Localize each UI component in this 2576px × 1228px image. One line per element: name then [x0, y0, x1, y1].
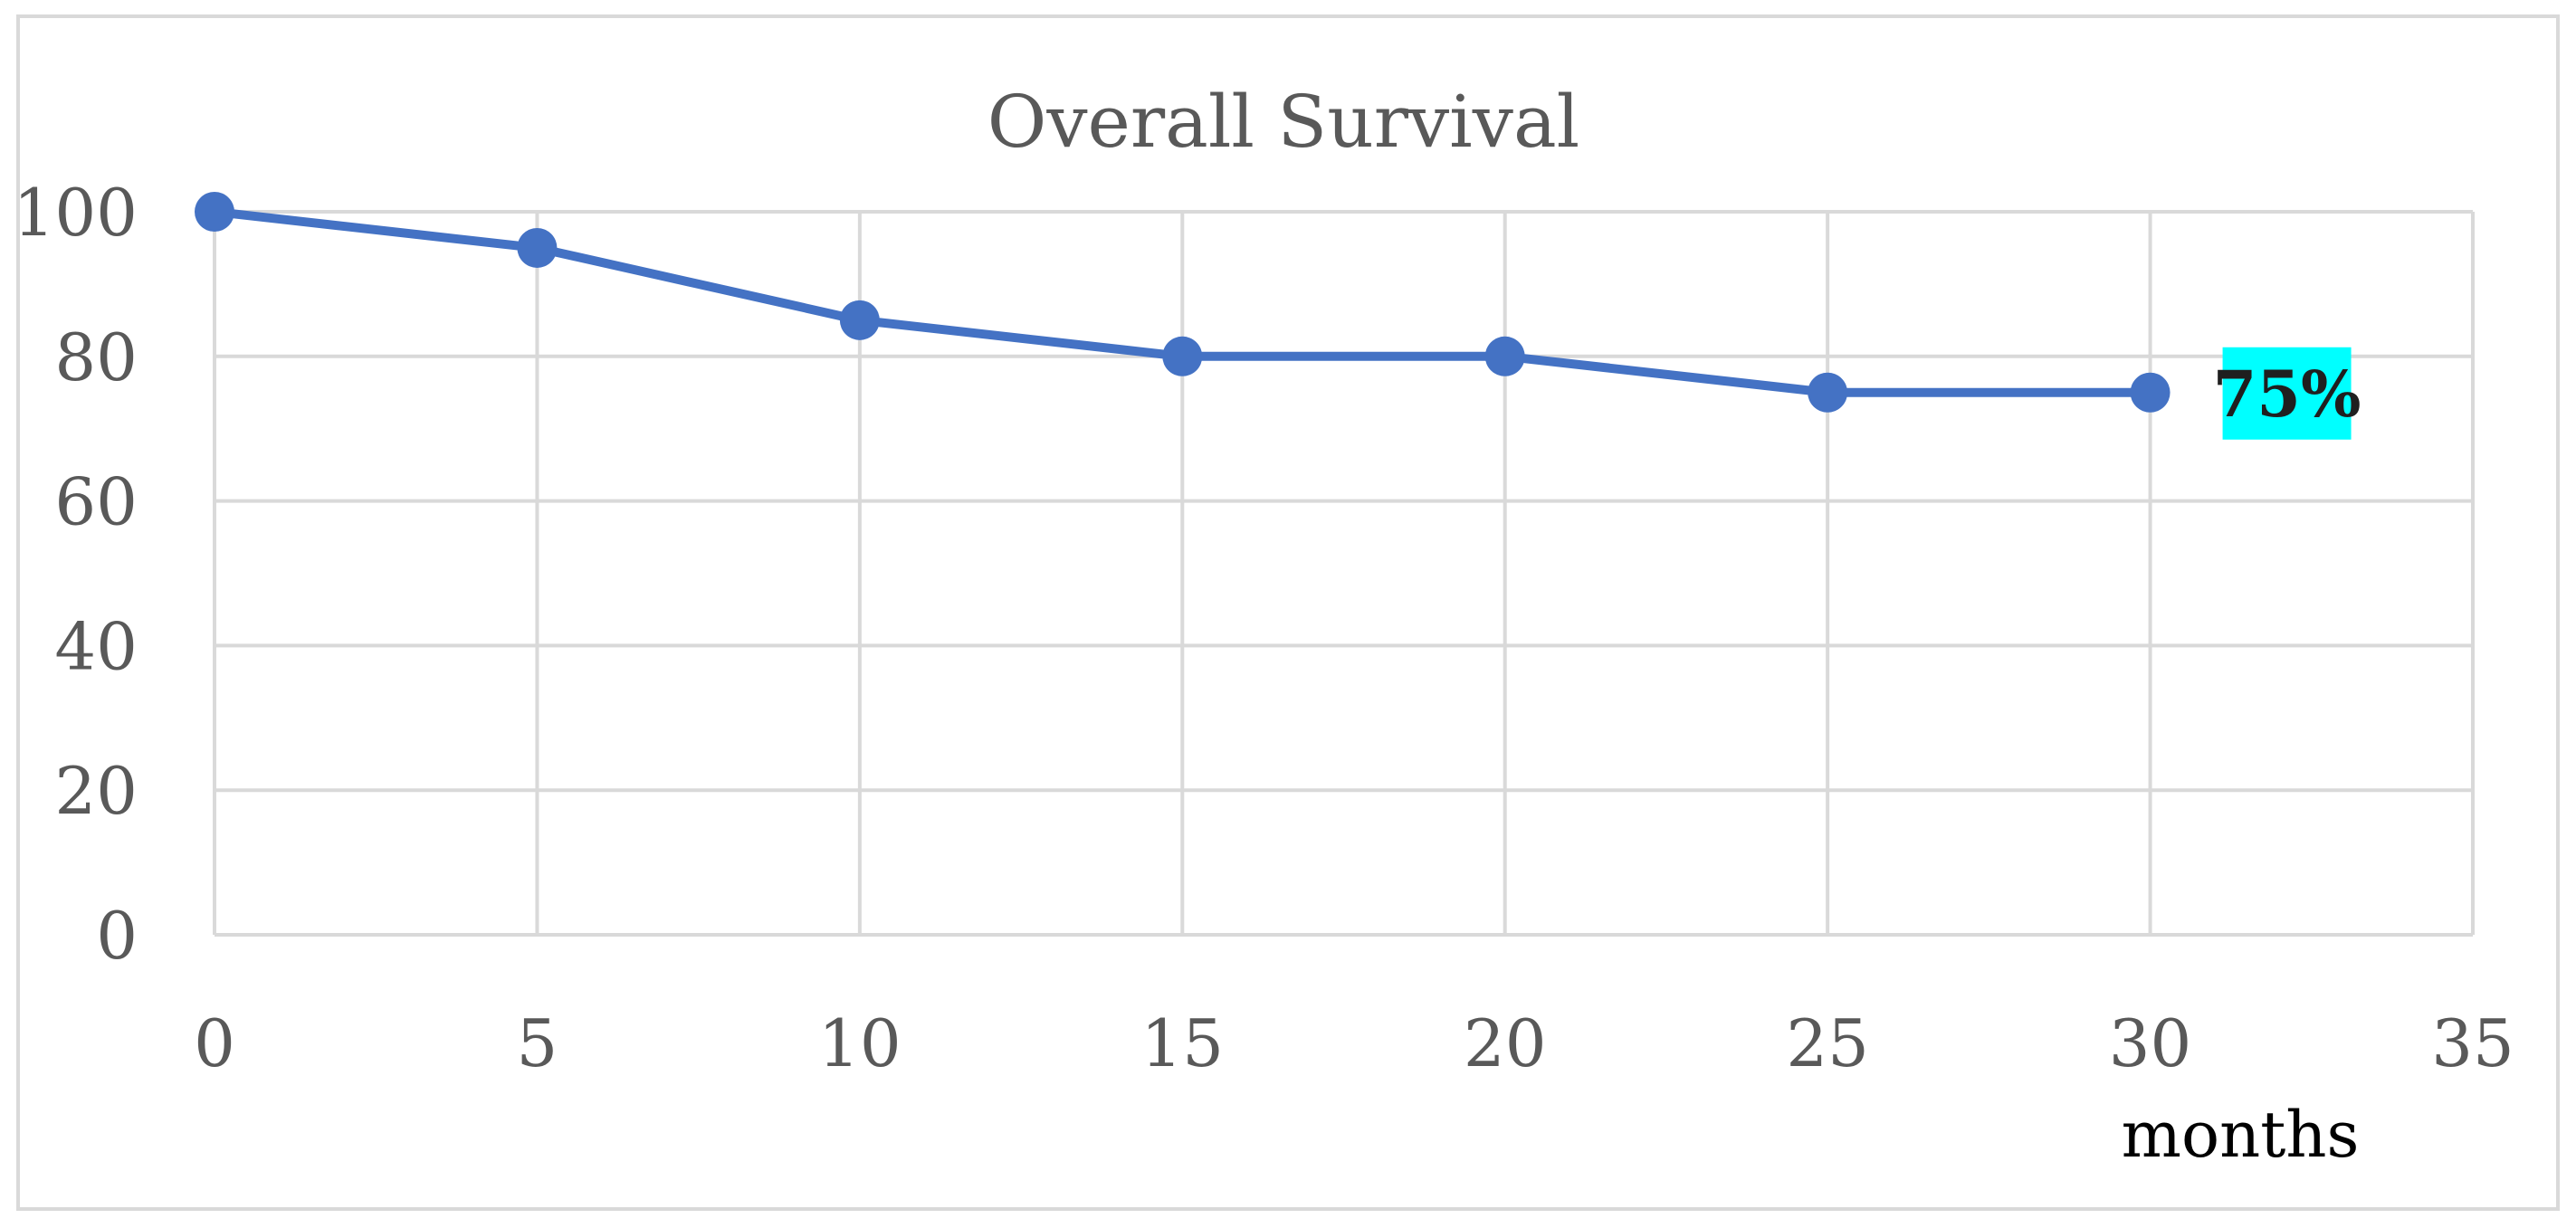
x-axis-label: months: [2122, 1098, 2360, 1172]
x-tick-label-7: 35: [2431, 1005, 2514, 1081]
y-tick-label-3: 60: [54, 464, 138, 540]
x-tick-label-0: 0: [194, 1005, 235, 1081]
y-tick-labels: 0 20 40 60 80 100: [14, 175, 138, 974]
x-tick-label-6: 30: [2109, 1005, 2192, 1081]
annotation-layer: 75%: [2213, 347, 2361, 440]
x-tick-label-1: 5: [517, 1005, 558, 1081]
data-point-0-3: [1162, 336, 1203, 376]
y-tick-label-4: 80: [54, 319, 138, 395]
data-point-0-6: [2130, 372, 2171, 413]
chart-title: Overall Survival: [987, 80, 1580, 164]
y-tick-label-1: 20: [54, 753, 138, 829]
annotation-highlight-0: [2222, 347, 2352, 440]
series-layer: [195, 192, 2171, 413]
x-tick-label-4: 20: [1464, 1005, 1547, 1081]
x-tick-label-5: 25: [1786, 1005, 1869, 1081]
y-tick-label-0: 0: [96, 898, 138, 974]
chart-border: [16, 14, 2560, 1211]
x-tick-label-2: 10: [818, 1005, 902, 1081]
x-tick-label-3: 15: [1140, 1005, 1224, 1081]
data-point-0-5: [1808, 372, 1848, 413]
x-tick-labels: 0 5 10 15 20 25 30 35: [194, 1005, 2514, 1081]
axes: [213, 212, 2473, 937]
y-tick-label-2: 40: [54, 608, 138, 684]
data-point-0-0: [195, 192, 234, 232]
data-point-0-4: [1484, 336, 1525, 376]
gridlines: [215, 210, 2475, 935]
y-tick-label-5: 100: [14, 175, 138, 251]
data-point-0-2: [839, 300, 880, 340]
annotation-label-0: 75%: [2213, 357, 2361, 432]
data-point-0-1: [517, 227, 558, 268]
